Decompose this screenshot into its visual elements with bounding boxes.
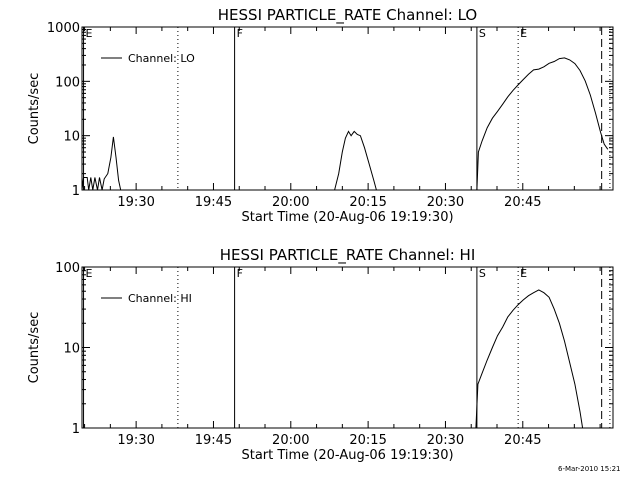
footer-date-stamp: 6-Mar-2010 15:21 (558, 465, 621, 473)
panel1-plot-frame (81, 26, 614, 191)
panel2-x-tick-label: 20:00 (272, 433, 309, 448)
panel2-event-marker-label: S (479, 267, 486, 280)
panel2-y-tick-label: 100 (55, 261, 80, 276)
panel1-y-tick-label: 100 (55, 75, 80, 90)
panel1-x-tick-label: 20:00 (272, 195, 309, 210)
panel2-x-tick-label: 19:45 (195, 433, 232, 448)
panel1-x-tick-label: 20:15 (349, 195, 386, 210)
panel1-y-tick-label: 10 (63, 130, 80, 145)
panel2-event-marker-label: E (86, 267, 93, 280)
panel1-event-marker-label: E (86, 27, 93, 40)
panel2-chart-title: HESSI PARTICLE_RATE Channel: HI (220, 246, 476, 265)
panel2-series-line (475, 289, 584, 429)
panel2-x-tick-label: 20:15 (349, 433, 386, 448)
panel1-x-tick-label: 19:45 (195, 195, 232, 210)
panel1-event-marker-label: S (479, 27, 486, 40)
panel2-x-tick-label: 19:30 (117, 433, 154, 448)
panel2-x-axis-label: Start Time (20-Aug-06 19:19:30) (241, 448, 453, 463)
panel2-y-tick-label: 10 (63, 342, 80, 357)
panel1-x-axis-label: Start Time (20-Aug-06 19:19:30) (241, 210, 453, 225)
panel2-y-tick-label: 1 (72, 422, 80, 437)
panel2-legend-label: Channel: HI (128, 292, 192, 305)
panel2-y-axis-label: Counts/sec (27, 312, 42, 384)
panel1-y-tick-label: 1 (72, 184, 80, 199)
panel1-legend-label: Channel: LO (128, 52, 195, 65)
panel1-event-marker-label: F (237, 27, 243, 40)
panel2-event-marker-label: F (237, 267, 243, 280)
panel1-x-tick-label: 20:45 (504, 195, 541, 210)
panel2-event-marker-label: E (520, 267, 527, 280)
panel1-event-marker-label: E (520, 27, 527, 40)
panel1-chart-title: HESSI PARTICLE_RATE Channel: LO (218, 6, 477, 25)
panel1-x-tick-label: 19:30 (117, 195, 154, 210)
panel2-x-tick-label: 20:30 (427, 433, 464, 448)
panel1-y-axis-label: Counts/sec (27, 73, 42, 145)
panel2-x-tick-label: 20:45 (504, 433, 541, 448)
panel1-x-tick-label: 20:30 (427, 195, 464, 210)
panel1-y-tick-label: 1000 (47, 21, 80, 36)
panel1-series-line (81, 57, 609, 191)
